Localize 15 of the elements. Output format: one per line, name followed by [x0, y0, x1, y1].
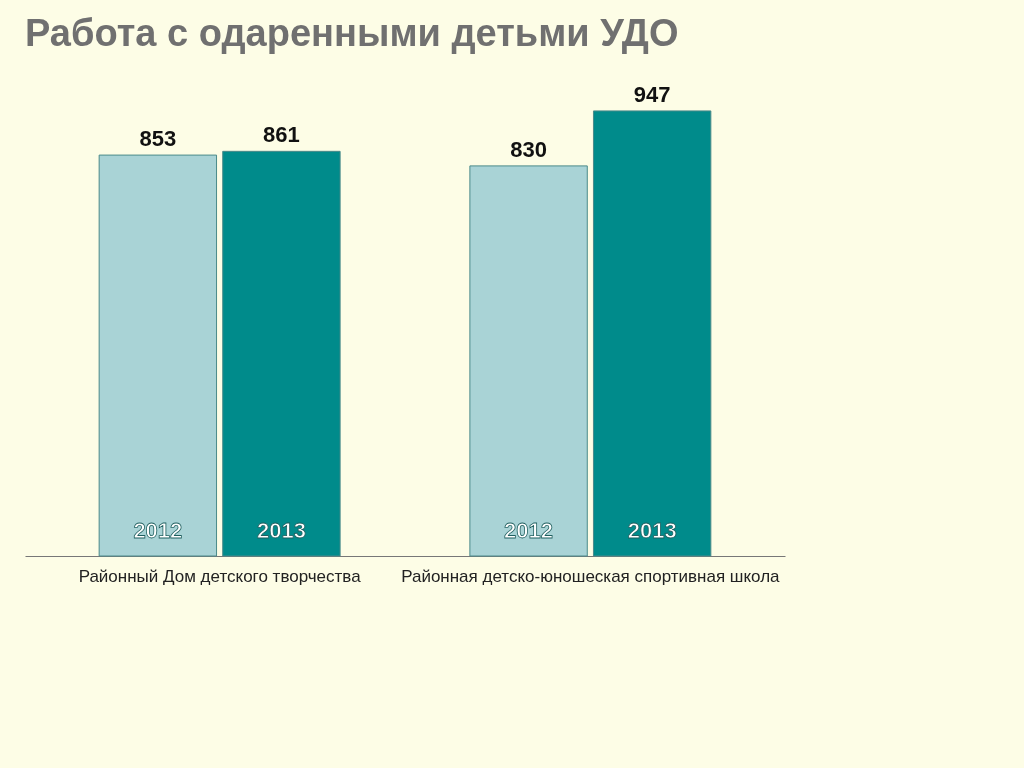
bar [592, 110, 712, 557]
bar [469, 165, 588, 557]
series-label: 2013 [256, 518, 306, 543]
bar [98, 154, 218, 557]
data-label: 861 [263, 122, 300, 148]
bar [222, 150, 341, 557]
text: 2013 [627, 518, 677, 543]
text: 2012 [504, 518, 554, 543]
data-label: 853 [139, 126, 177, 152]
data-label: 830 [510, 136, 547, 162]
series-label: 2012 [133, 518, 183, 543]
x-tick-label: Районная детско-юношеская спортивная школа [401, 566, 781, 586]
x-tick-label: Районный Дом детского творчества [78, 566, 362, 586]
chart-title: Работа с одаренными детьми УДО [25, 11, 679, 54]
data-label: 947 [633, 81, 671, 107]
